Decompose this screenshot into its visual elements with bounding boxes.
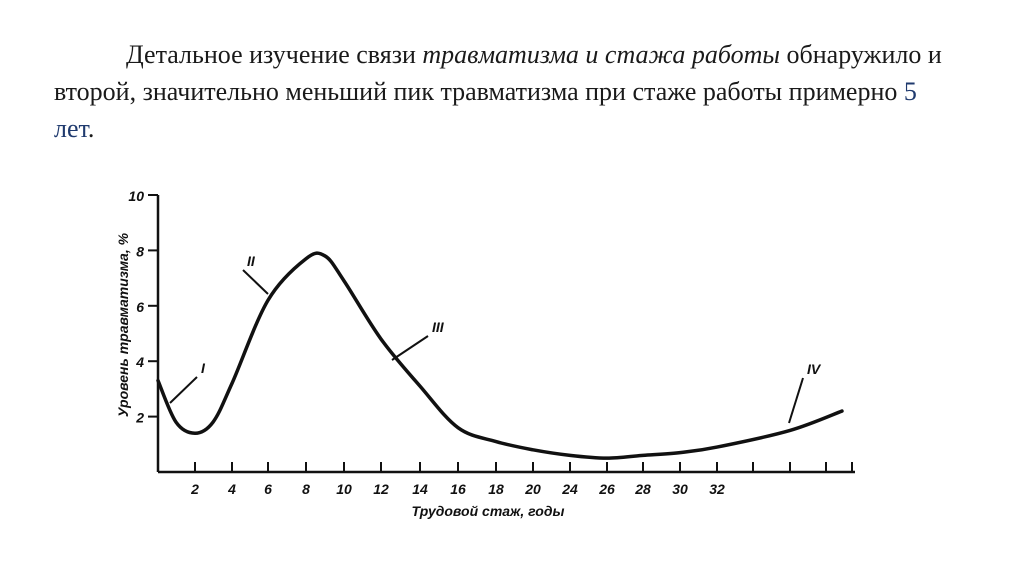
x-tick-label: 14: [412, 481, 428, 497]
paragraph-part-4-highlight: 5 лет: [54, 77, 917, 143]
annotation-label: III: [432, 319, 445, 335]
annotation-leader: [169, 376, 198, 404]
annotation-label: II: [247, 253, 256, 269]
paragraph-part-5: .: [87, 114, 95, 143]
annotation-leader: [391, 335, 429, 361]
x-tick-label: 20: [524, 481, 541, 497]
x-tick-label: 8: [302, 481, 310, 497]
injury-rate-line: [156, 251, 844, 460]
x-tick-label: 26: [598, 481, 615, 497]
x-axis-title: Трудовой стаж, годы: [412, 503, 565, 519]
x-tick-label: 32: [709, 481, 725, 497]
slide-paragraph: Детальное изучение связи травматизма и с…: [54, 36, 954, 147]
annotation-label: IV: [807, 361, 822, 377]
x-tick-label: 4: [227, 481, 236, 497]
x-tick-label: 24: [561, 481, 578, 497]
x-tick-label: 30: [672, 481, 688, 497]
annotation-leader: [788, 377, 804, 424]
y-tick-label: 10: [128, 188, 144, 204]
y-tick-label: 2: [135, 410, 144, 426]
y-axis-title: Уровень травматизма, %: [115, 232, 131, 417]
paragraph-part-3: обнаружило и второй, значительно меньший…: [54, 40, 942, 106]
x-tick-label: 28: [634, 481, 651, 497]
x-tick-label: 16: [450, 481, 466, 497]
y-tick-label: 6: [136, 299, 144, 315]
annotation-leader: [242, 269, 269, 295]
y-tick-label: 8: [136, 243, 144, 259]
paragraph-part-2-italic: травматизма и стажа работы: [422, 40, 781, 69]
x-tick-label: 2: [190, 481, 199, 497]
paragraph-part-1: Детальное изучение связи: [126, 40, 423, 69]
annotation-label: I: [201, 360, 206, 376]
x-tick-label: 10: [336, 481, 352, 497]
y-tick-label: 4: [135, 354, 144, 370]
x-tick-label: 12: [373, 481, 389, 497]
x-tick-label: 18: [488, 481, 504, 497]
x-tick-label: 6: [264, 481, 272, 497]
